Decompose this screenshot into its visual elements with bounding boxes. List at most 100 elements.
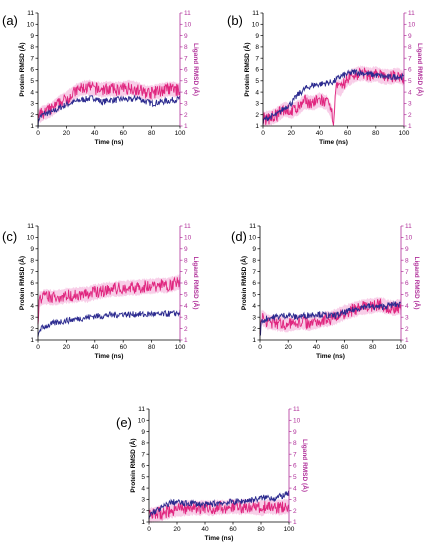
y2-tick-label: 3 — [408, 101, 412, 108]
panel-label: (e) — [116, 415, 132, 430]
x-tick-label: 0 — [36, 344, 40, 351]
y-tick-label: 3 — [255, 101, 259, 108]
y2-tick-label: 6 — [293, 463, 297, 470]
y2-tick-label: 6 — [405, 280, 409, 287]
x-tick-label: 100 — [284, 526, 295, 533]
x-tick-label: 80 — [257, 526, 265, 533]
x-tick-label: 80 — [148, 130, 156, 137]
x-tick-label: 20 — [63, 344, 71, 351]
x-tick-label: 20 — [285, 344, 293, 351]
y2-tick-label: 2 — [184, 112, 188, 119]
y-tick-label: 5 — [30, 78, 34, 85]
y-tick-label: 7 — [252, 269, 256, 276]
y-tick-label: 11 — [252, 10, 259, 17]
x-tick-label: 0 — [36, 130, 40, 137]
y-tick-label: 9 — [141, 429, 145, 436]
y2-tick-label: 4 — [408, 89, 412, 96]
x-tick-label: 80 — [372, 130, 380, 137]
x-tick-label: 100 — [396, 344, 407, 351]
y-tick-label: 6 — [30, 280, 34, 287]
y2-tick-label: 8 — [408, 44, 412, 51]
y-tick-label: 7 — [30, 55, 34, 62]
y2-tick-label: 6 — [408, 67, 412, 74]
x-tick-label: 40 — [313, 344, 321, 351]
panel-label: (a) — [2, 13, 18, 28]
y2-axis-label: Ligand RMSD (Å) — [192, 43, 201, 96]
y2-tick-label: 10 — [184, 235, 192, 242]
y-tick-label: 7 — [255, 55, 259, 62]
y2-tick-label: 5 — [184, 292, 188, 299]
x-tick-label: 60 — [120, 344, 128, 351]
x-axis-label: Time (ns) — [205, 535, 234, 542]
y2-tick-label: 3 — [405, 314, 409, 321]
y2-tick-label: 4 — [405, 303, 409, 310]
y2-tick-label: 5 — [184, 78, 188, 85]
y-tick-label: 2 — [255, 112, 259, 119]
y2-tick-label: 8 — [184, 257, 188, 264]
y-tick-label: 5 — [30, 292, 34, 299]
y2-tick-label: 8 — [293, 440, 297, 447]
x-tick-label: 60 — [120, 130, 128, 137]
y2-tick-label: 11 — [293, 406, 300, 413]
y-tick-label: 7 — [141, 451, 145, 458]
y2-tick-label: 9 — [293, 429, 297, 436]
y-tick-label: 10 — [249, 235, 257, 242]
y-tick-label: 2 — [30, 326, 34, 333]
y-tick-label: 6 — [255, 67, 259, 74]
y-tick-label: 8 — [30, 44, 34, 51]
y2-tick-label: 9 — [408, 33, 412, 40]
x-axis-label: Time (ns) — [319, 139, 348, 146]
x-tick-label: 60 — [341, 344, 349, 351]
x-tick-label: 100 — [399, 130, 410, 137]
y-tick-label: 4 — [141, 485, 145, 492]
y2-tick-label: 5 — [405, 292, 409, 299]
y-tick-label: 8 — [252, 257, 256, 264]
y-tick-label: 5 — [141, 474, 145, 481]
x-tick-label: 20 — [288, 130, 296, 137]
protein-rmsd-line — [37, 94, 181, 129]
ligand-rmsd-line — [148, 499, 290, 521]
y2-axis-label: Ligand RMSD (Å) — [301, 439, 310, 492]
x-tick-label: 60 — [229, 526, 237, 533]
panel-label: (c) — [2, 229, 17, 244]
y-tick-label: 9 — [30, 246, 34, 253]
y2-tick-label: 5 — [293, 474, 297, 481]
y-tick-label: 5 — [255, 78, 259, 85]
y-tick-label: 8 — [255, 44, 259, 51]
y2-tick-label: 7 — [293, 451, 297, 458]
y-tick-label: 10 — [27, 22, 35, 29]
y2-tick-label: 11 — [408, 10, 415, 17]
y-tick-label: 8 — [30, 257, 34, 264]
y2-tick-label: 8 — [405, 257, 409, 264]
y-tick-label: 1 — [141, 519, 145, 526]
y2-axis-label: Ligand RMSD (Å) — [416, 43, 425, 96]
y2-tick-label: 10 — [293, 418, 301, 425]
x-tick-label: 0 — [147, 526, 151, 533]
ligand-rmsd-band — [263, 64, 404, 128]
y2-tick-label: 11 — [184, 10, 191, 17]
y2-tick-label: 11 — [184, 223, 191, 230]
y-tick-label: 4 — [252, 303, 256, 310]
ligand-rmsd-line — [259, 298, 402, 335]
x-tick-label: 100 — [175, 344, 186, 351]
y2-axis-label: Ligand RMSD (Å) — [413, 256, 422, 309]
protein-rmsd-line — [262, 68, 405, 125]
y-tick-label: 2 — [30, 112, 34, 119]
x-axis-label: Time (ns) — [95, 353, 124, 360]
panel-label: (b) — [227, 13, 243, 28]
y2-tick-label: 6 — [184, 280, 188, 287]
y-tick-label: 2 — [252, 326, 256, 333]
y2-tick-label: 1 — [293, 519, 297, 526]
y2-tick-label: 2 — [408, 112, 412, 119]
y-tick-label: 6 — [141, 463, 145, 470]
x-tick-label: 60 — [344, 130, 352, 137]
y-tick-label: 6 — [30, 67, 34, 74]
y-tick-label: 6 — [252, 280, 256, 287]
ligand-rmsd-line — [37, 276, 181, 325]
y-tick-label: 4 — [255, 89, 259, 96]
x-axis-label: Time (ns) — [95, 139, 124, 146]
y2-tick-label: 1 — [405, 337, 409, 344]
